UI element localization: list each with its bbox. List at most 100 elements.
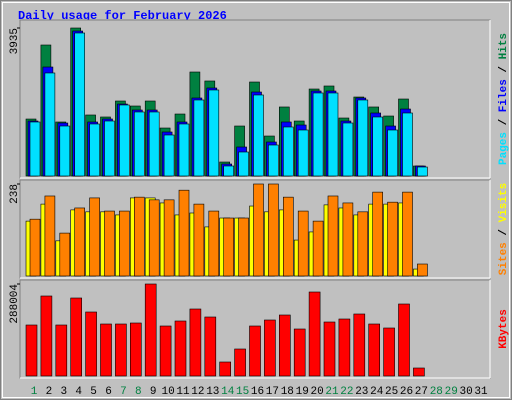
bar	[357, 211, 369, 277]
bar	[223, 165, 234, 177]
bar	[293, 328, 306, 377]
legend-separator: /	[498, 222, 510, 242]
bar	[134, 111, 145, 177]
bar	[402, 112, 413, 177]
bar	[387, 129, 398, 177]
x-tick-label: 14	[221, 386, 235, 398]
bar	[74, 32, 85, 177]
bar	[204, 316, 217, 377]
y-tick-label: 3935	[9, 28, 21, 54]
bar	[74, 207, 85, 277]
bar	[417, 166, 428, 177]
bar	[189, 308, 202, 377]
bar	[253, 183, 264, 277]
bar	[327, 195, 339, 277]
bar	[174, 320, 187, 377]
legend-separator: /	[498, 59, 510, 79]
bar	[297, 129, 309, 177]
bar	[238, 151, 249, 177]
legend: Sites / Visits	[498, 183, 510, 275]
x-tick-label: 9	[150, 386, 157, 398]
bar	[223, 217, 234, 277]
x-tick-label: 23	[355, 386, 368, 398]
x-tick-label: 18	[281, 386, 294, 398]
bar	[234, 348, 246, 377]
bar	[353, 313, 366, 377]
x-tick-label: 3	[60, 386, 67, 398]
bar	[417, 263, 428, 277]
bar	[219, 361, 231, 377]
bar	[208, 210, 220, 277]
bar	[327, 92, 339, 177]
bar	[178, 123, 190, 177]
x-tick-label: 7	[120, 386, 127, 398]
x-tick-label: 17	[266, 386, 279, 398]
bar	[25, 324, 38, 377]
bar	[372, 191, 384, 277]
x-tick-label: 28	[430, 386, 443, 398]
legend-separator: /	[498, 112, 510, 132]
bar	[383, 327, 395, 377]
y-tick-label: 288004	[9, 284, 21, 324]
bar	[238, 217, 249, 277]
x-tick-label: 16	[251, 386, 264, 398]
bar	[342, 122, 354, 177]
bar	[40, 295, 53, 377]
bar	[29, 218, 41, 277]
x-tick-label: 5	[90, 386, 97, 398]
x-tick-label: 13	[206, 386, 219, 398]
bar	[323, 321, 336, 377]
bar	[163, 199, 175, 277]
x-tick-label: 10	[161, 386, 174, 398]
bar	[178, 189, 190, 277]
legend-entry: Pages	[498, 132, 510, 165]
bar	[357, 99, 369, 177]
legend-entry: Visits	[498, 183, 510, 223]
legend-entry: Files	[498, 79, 510, 112]
x-tick-label: 11	[176, 386, 190, 398]
bar	[89, 123, 100, 177]
bar	[282, 196, 294, 277]
x-tick-label: 4	[75, 386, 82, 398]
bar	[268, 144, 279, 177]
bar	[338, 318, 351, 377]
bar	[104, 210, 115, 277]
bar	[297, 210, 309, 277]
bar	[144, 283, 157, 377]
bar	[29, 121, 41, 177]
bar	[44, 195, 56, 277]
bar	[148, 111, 160, 177]
bar	[282, 126, 294, 177]
bar	[70, 297, 82, 377]
bar	[89, 197, 100, 277]
x-tick-label: 6	[105, 386, 112, 398]
bar	[193, 99, 205, 177]
bar	[119, 210, 130, 277]
bar	[159, 325, 172, 377]
x-tick-label: 19	[296, 386, 309, 398]
x-tick-label: 8	[135, 386, 142, 398]
bar	[44, 72, 56, 177]
bar	[119, 104, 130, 177]
bar	[368, 323, 381, 377]
bar	[342, 202, 354, 277]
bar	[59, 232, 71, 277]
x-tick-label: 24	[370, 386, 384, 398]
x-tick-label: 27	[415, 386, 428, 398]
bar	[413, 367, 425, 377]
legend: Pages / Files / Hits	[498, 33, 510, 165]
bar	[372, 116, 384, 177]
legend-entry: Sites	[498, 242, 510, 275]
legend-entry: KBytes	[498, 309, 510, 349]
x-tick-label: 26	[400, 386, 413, 398]
x-tick-label: 31	[474, 386, 488, 398]
legend: KBytes	[498, 309, 510, 349]
bar	[312, 220, 324, 277]
x-tick-label: 20	[310, 386, 323, 398]
bar	[402, 191, 413, 277]
bar	[253, 94, 264, 177]
x-tick-label: 15	[236, 386, 249, 398]
bar	[208, 89, 220, 177]
x-tick-label: 25	[385, 386, 398, 398]
